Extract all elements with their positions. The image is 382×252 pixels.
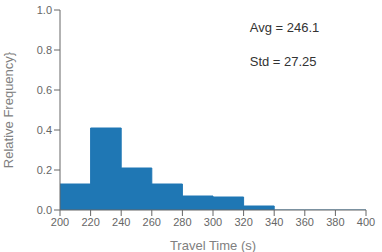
svg-text:340: 340 bbox=[265, 216, 283, 228]
svg-text:320: 320 bbox=[234, 216, 252, 228]
svg-text:Travel Time (s): Travel Time (s) bbox=[170, 238, 256, 252]
svg-text:Relative Frequency}: Relative Frequency} bbox=[8, 51, 16, 168]
svg-text:260: 260 bbox=[143, 216, 161, 228]
html-text:Avg = 246.1: Avg = 246.1 bbox=[249, 20, 320, 35]
svg-text:200: 200 bbox=[51, 216, 69, 228]
svg-text:0.0: 0.0 bbox=[37, 204, 52, 216]
svg-text:0.2: 0.2 bbox=[37, 164, 52, 176]
svg-text:1.0: 1.0 bbox=[37, 4, 52, 16]
html-text:Std = 27.25: Std = 27.25 bbox=[249, 54, 317, 69]
svg-text:220: 220 bbox=[81, 216, 99, 228]
svg-text:380: 380 bbox=[326, 216, 344, 228]
svg-text:360: 360 bbox=[296, 216, 314, 228]
svg-text:300: 300 bbox=[204, 216, 222, 228]
svg-text:280: 280 bbox=[173, 216, 191, 228]
svg-text:0.8: 0.8 bbox=[37, 44, 52, 56]
svg-text:400: 400 bbox=[357, 216, 374, 228]
svg-text:0.6: 0.6 bbox=[37, 84, 52, 96]
svg-text:240: 240 bbox=[112, 216, 130, 228]
svg-text:0.4: 0.4 bbox=[37, 124, 52, 136]
